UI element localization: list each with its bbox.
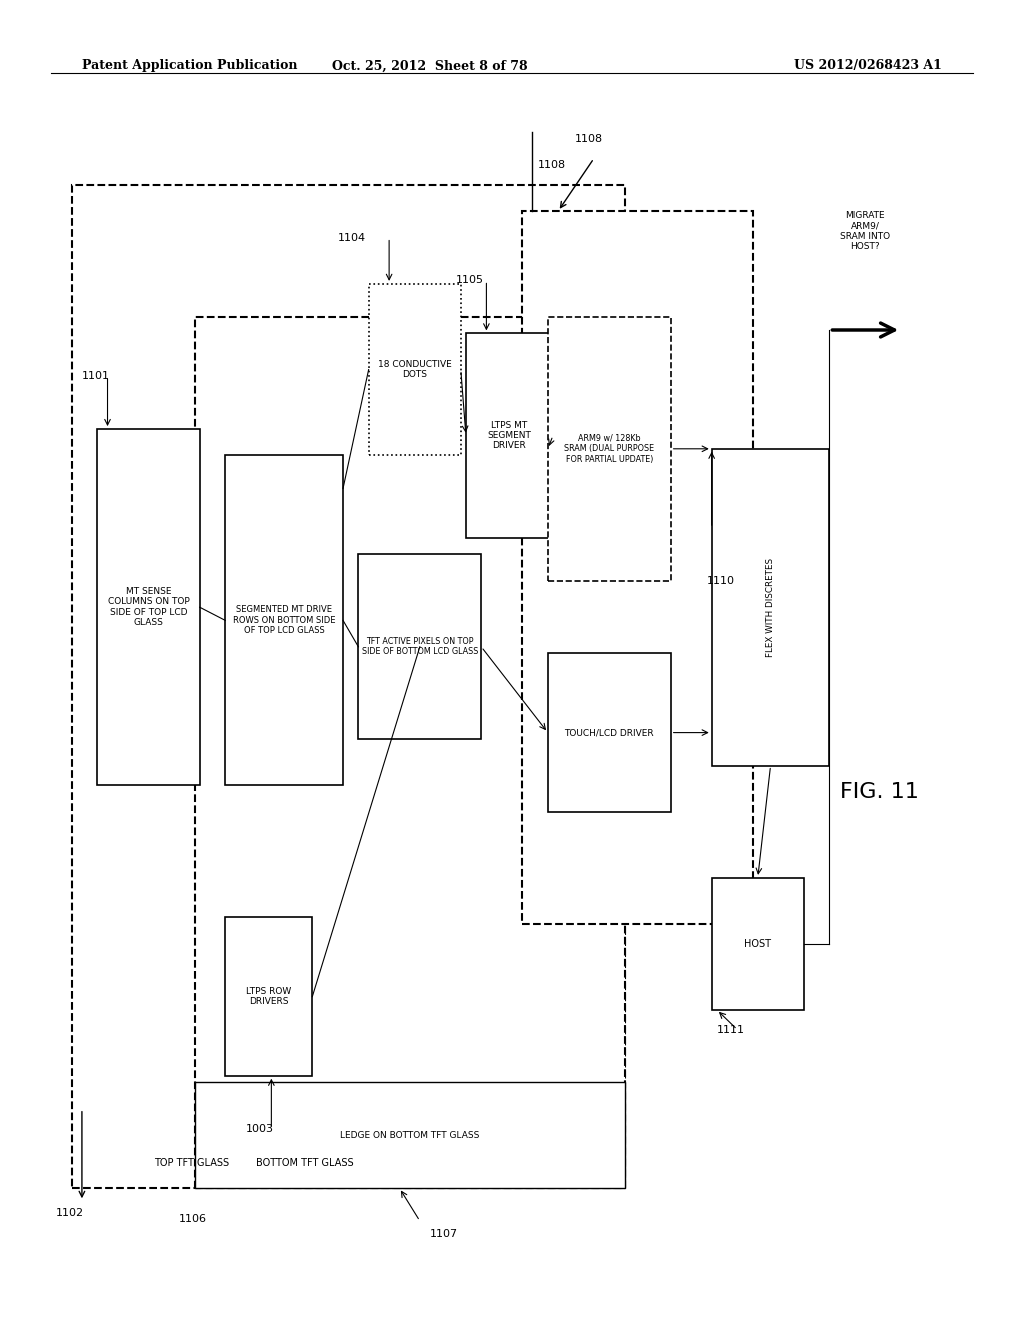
- FancyBboxPatch shape: [369, 284, 461, 455]
- Text: MT SENSE
COLUMNS ON TOP
SIDE OF TOP LCD
GLASS: MT SENSE COLUMNS ON TOP SIDE OF TOP LCD …: [108, 587, 189, 627]
- Text: Oct. 25, 2012  Sheet 8 of 78: Oct. 25, 2012 Sheet 8 of 78: [332, 59, 528, 73]
- Text: TFT ACTIVE PIXELS ON TOP
SIDE OF BOTTOM LCD GLASS: TFT ACTIVE PIXELS ON TOP SIDE OF BOTTOM …: [361, 638, 478, 656]
- Text: 1110: 1110: [707, 576, 734, 586]
- Text: SEGMENTED MT DRIVE
ROWS ON BOTTOM SIDE
OF TOP LCD GLASS: SEGMENTED MT DRIVE ROWS ON BOTTOM SIDE O…: [232, 606, 336, 635]
- Text: BOTTOM TFT GLASS: BOTTOM TFT GLASS: [256, 1158, 353, 1168]
- Text: 1108: 1108: [538, 160, 565, 170]
- Text: MIGRATE
ARM9/
SRAM INTO
HOST?: MIGRATE ARM9/ SRAM INTO HOST?: [841, 211, 890, 251]
- Text: 1111: 1111: [717, 1024, 744, 1035]
- FancyBboxPatch shape: [712, 449, 829, 766]
- Text: LTPS ROW
DRIVERS: LTPS ROW DRIVERS: [246, 987, 292, 1006]
- FancyBboxPatch shape: [97, 429, 200, 785]
- Text: 1101: 1101: [82, 371, 110, 381]
- Text: 1102: 1102: [56, 1208, 84, 1218]
- Text: HOST: HOST: [744, 939, 771, 949]
- FancyBboxPatch shape: [225, 917, 312, 1076]
- FancyBboxPatch shape: [548, 653, 671, 812]
- Text: ARM9 w/ 128Kb
SRAM (DUAL PURPOSE
FOR PARTIAL UPDATE): ARM9 w/ 128Kb SRAM (DUAL PURPOSE FOR PAR…: [564, 434, 654, 463]
- FancyBboxPatch shape: [522, 211, 753, 924]
- FancyBboxPatch shape: [72, 185, 625, 1188]
- Text: LTPS MT
SEGMENT
DRIVER: LTPS MT SEGMENT DRIVER: [487, 421, 531, 450]
- Text: FIG. 11: FIG. 11: [840, 781, 919, 803]
- Text: 1107: 1107: [430, 1229, 458, 1239]
- FancyBboxPatch shape: [358, 554, 481, 739]
- FancyBboxPatch shape: [195, 1082, 625, 1188]
- FancyBboxPatch shape: [712, 878, 804, 1010]
- Text: 1105: 1105: [456, 276, 483, 285]
- Text: Patent Application Publication: Patent Application Publication: [82, 59, 297, 73]
- Text: TOP TFT GLASS: TOP TFT GLASS: [154, 1158, 228, 1168]
- Text: FLEX WITH DISCRETES: FLEX WITH DISCRETES: [766, 557, 775, 657]
- Text: LEDGE ON BOTTOM TFT GLASS: LEDGE ON BOTTOM TFT GLASS: [340, 1131, 479, 1139]
- Text: 1108: 1108: [574, 133, 603, 144]
- Text: TOUCH/LCD DRIVER: TOUCH/LCD DRIVER: [564, 729, 654, 737]
- FancyBboxPatch shape: [195, 317, 625, 1188]
- FancyBboxPatch shape: [466, 333, 553, 539]
- Text: 18 CONDUCTIVE
DOTS: 18 CONDUCTIVE DOTS: [378, 360, 452, 379]
- Text: US 2012/0268423 A1: US 2012/0268423 A1: [795, 59, 942, 73]
- FancyBboxPatch shape: [225, 455, 343, 785]
- Text: 1003: 1003: [246, 1123, 273, 1134]
- FancyBboxPatch shape: [548, 317, 671, 581]
- Text: 1106: 1106: [179, 1214, 207, 1225]
- Text: 1104: 1104: [338, 232, 366, 243]
